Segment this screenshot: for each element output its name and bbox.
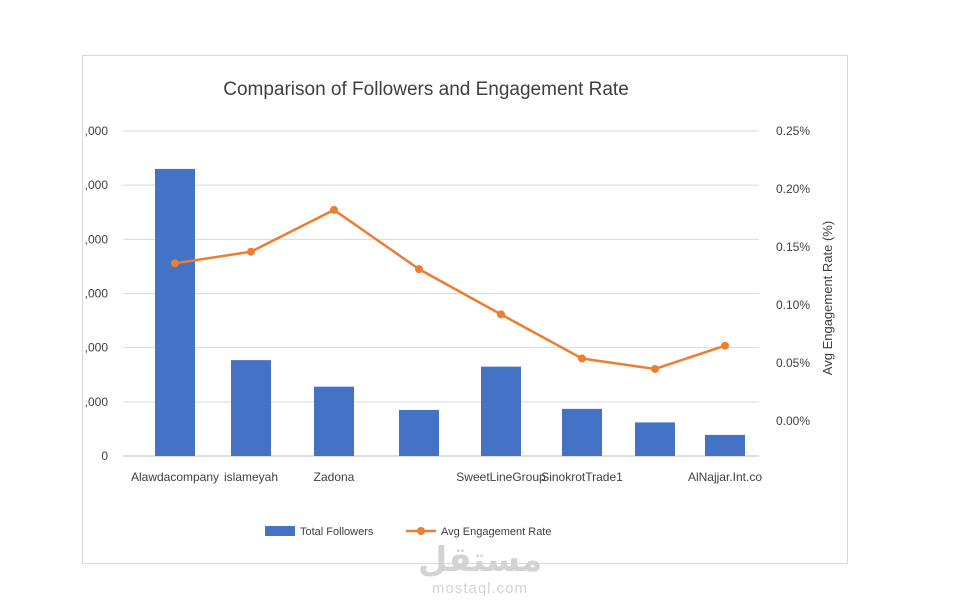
- right-tick-label: 0.15%: [776, 240, 810, 254]
- left-tick-label: ,000: [85, 287, 109, 301]
- engagement-line-series: [171, 205, 729, 373]
- left-axis: ,000 ,000 ,000 ,000 ,000 ,000 0: [85, 124, 109, 463]
- bar-total-followers[interactable]: [705, 434, 745, 456]
- gridlines: [123, 130, 759, 457]
- chart-frame: Comparison of Followers and Engagement R…: [82, 55, 848, 564]
- watermark-logo-text: مستقل: [417, 541, 543, 579]
- left-tick-label: ,000: [85, 395, 109, 409]
- engagement-point[interactable]: [330, 205, 338, 214]
- right-tick-label: 0.05%: [776, 356, 810, 370]
- legend-swatch-bar: [265, 526, 295, 536]
- x-tick-label: islameyah: [224, 470, 278, 484]
- bar-total-followers[interactable]: [155, 168, 195, 456]
- engagement-point[interactable]: [578, 354, 586, 363]
- left-tick-label: ,000: [85, 178, 109, 192]
- engagement-point[interactable]: [651, 364, 659, 373]
- right-tick-label: 0.25%: [776, 124, 810, 138]
- right-tick-label: 0.10%: [776, 298, 810, 312]
- x-tick-label: Zadona: [314, 470, 355, 484]
- x-axis: Alawdacompany islameyah Zadona SweetLineGro…: [131, 470, 762, 484]
- left-tick-label: ,000: [85, 124, 109, 138]
- x-tick-label: Alawdacompany: [131, 470, 219, 484]
- right-axis: 0.25% 0.20% 0.15% 0.10% 0.05% 0.00%: [776, 124, 810, 428]
- legend-swatch-marker: [417, 527, 425, 535]
- bar-total-followers[interactable]: [481, 366, 521, 456]
- left-tick-label: 0: [101, 449, 108, 463]
- left-tick-label: ,000: [85, 341, 109, 355]
- x-tick-label: AlNajjar.Int.co: [688, 470, 762, 484]
- bars-series: [155, 168, 745, 456]
- bar-total-followers[interactable]: [635, 422, 675, 456]
- bar-total-followers[interactable]: [562, 408, 602, 456]
- right-tick-label: 0.00%: [776, 414, 810, 428]
- engagement-point[interactable]: [171, 259, 179, 268]
- legend[interactable]: Total Followers Avg Engagement Rate: [265, 526, 551, 538]
- bar-total-followers[interactable]: [314, 386, 354, 456]
- left-tick-label: ,000: [85, 232, 109, 246]
- bar-total-followers[interactable]: [399, 409, 439, 456]
- x-tick-label: SweetLineGroup: [456, 470, 546, 484]
- right-axis-label: Avg Engagement Rate (%): [820, 221, 835, 375]
- engagement-point[interactable]: [497, 310, 505, 319]
- engagement-point[interactable]: [721, 341, 729, 350]
- engagement-point[interactable]: [247, 247, 255, 256]
- chart-title: Comparison of Followers and Engagement R…: [223, 79, 629, 100]
- watermark-url: mostaql.com: [431, 580, 529, 597]
- legend-label-followers: Total Followers: [300, 526, 374, 538]
- engagement-line: [174, 208, 726, 371]
- legend-label-engagement: Avg Engagement Rate: [441, 526, 551, 538]
- engagement-point[interactable]: [415, 265, 423, 274]
- x-tick-label: SinokrotTrade1: [541, 470, 623, 484]
- bar-total-followers[interactable]: [231, 360, 271, 456]
- chart: Comparison of Followers and Engagement R…: [85, 79, 835, 538]
- right-tick-label: 0.20%: [776, 182, 810, 196]
- watermark: مستقل mostaql.com: [380, 540, 580, 598]
